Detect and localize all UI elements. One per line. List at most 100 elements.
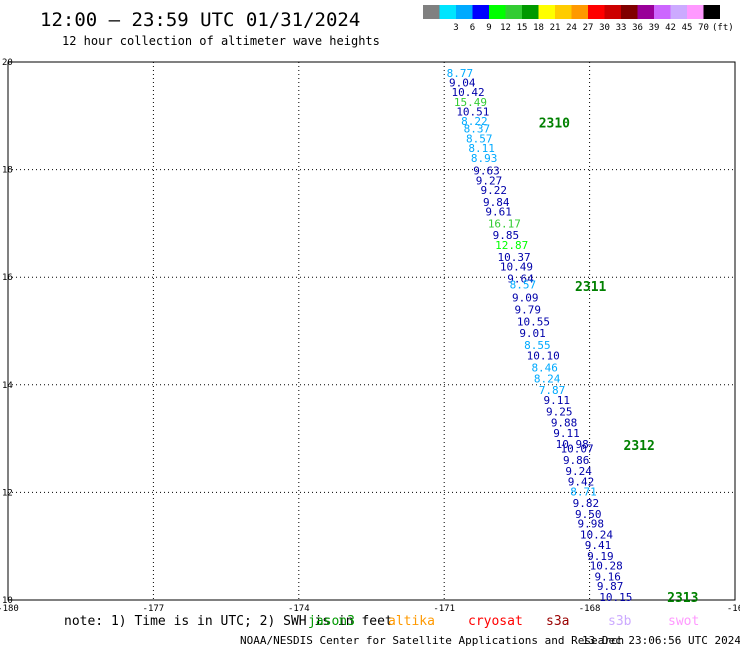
legend-swatch <box>555 5 572 19</box>
legend-label: 36 <box>632 23 643 33</box>
wave-height-label: 9.84 <box>483 196 510 209</box>
legend-swatch <box>703 5 720 19</box>
wave-height-label: 9.11 <box>544 394 571 407</box>
wave-height-label: 8.71 <box>570 485 597 498</box>
legend-swatch <box>522 5 539 19</box>
mission-swot: swot <box>668 614 699 629</box>
legend-swatch <box>505 5 522 19</box>
legend-swatch <box>654 5 671 19</box>
wave-height-label: 8.37 <box>464 123 491 136</box>
y-tick-label: 18 <box>2 166 13 176</box>
wave-height-label: 9.09 <box>512 292 539 305</box>
wave-height-points: 8.779.0410.4215.4910.518.228.378.578.118… <box>447 67 633 604</box>
y-tick-label: 20 <box>2 58 13 68</box>
x-tick-label: -16 <box>727 604 740 614</box>
plot-area: 10 12 14 16 18 20 -180 -177 -174 -171 -168 -16 8.7… <box>0 58 740 614</box>
legend-swatch <box>604 5 621 19</box>
units-note: note: 1) Time is in UTC; 2) SWH is in fe… <box>64 614 393 629</box>
legend-label: 3 <box>453 23 458 33</box>
mission-legend: jason3 altika cryosat s3a s3b swot <box>308 614 699 629</box>
wave-height-label: 9.27 <box>476 174 503 187</box>
legend-label: 24 <box>566 23 577 33</box>
wave-height-label: 8.57 <box>510 279 537 292</box>
color-legend: 3 6 9 12 15 18 21 24 27 30 33 36 39 42 45 70 <box>423 5 720 33</box>
legend-label: 9 <box>486 23 491 33</box>
mission-s3a: s3a <box>546 614 569 629</box>
legend-label: 39 <box>649 23 660 33</box>
x-tick-label: -171 <box>433 604 455 614</box>
wave-height-label: 9.86 <box>563 454 590 467</box>
legend-label: 27 <box>583 23 594 33</box>
wave-height-label: 9.79 <box>514 303 541 316</box>
legend-swatch <box>489 5 506 19</box>
wave-height-label: 8.55 <box>524 339 551 352</box>
wave-height-label: 9.24 <box>565 465 592 478</box>
pass-labels: 2310 2311 2312 2313 <box>539 116 699 606</box>
legend-label: 42 <box>665 23 676 33</box>
wave-height-label: 10.24 <box>580 528 613 541</box>
wave-height-label: 9.61 <box>485 206 512 219</box>
mission-cryosat: cryosat <box>468 614 523 629</box>
wave-height-label: 9.42 <box>568 476 595 489</box>
wave-height-label: 10.28 <box>590 560 623 573</box>
wave-height-label: 8.11 <box>468 142 495 155</box>
wave-height-label: 10.10 <box>527 350 560 363</box>
legend-label: 12 <box>500 23 511 33</box>
legend-swatch <box>423 5 440 19</box>
wave-height-label: 9.11 <box>553 427 580 440</box>
legend-label: 18 <box>533 23 544 33</box>
legend-label: 33 <box>616 23 627 33</box>
legend-label: 45 <box>682 23 693 33</box>
mission-jason3: jason3 <box>308 614 355 629</box>
mission-altika: altika <box>388 614 435 629</box>
wave-height-label: 12.87 <box>495 239 528 252</box>
wave-height-label: 10.37 <box>498 251 531 264</box>
wave-height-label: 10.51 <box>456 105 489 118</box>
y-tick-label: 10 <box>2 596 13 606</box>
legend-label: 21 <box>550 23 561 33</box>
wave-height-label: 10.49 <box>500 260 533 273</box>
wave-height-label: 9.98 <box>577 518 604 531</box>
wave-height-label: 9.64 <box>507 272 534 285</box>
wave-height-label: 9.87 <box>597 580 624 593</box>
legend-swatch <box>538 5 555 19</box>
wave-height-label: 9.50 <box>575 508 602 521</box>
wave-height-label: 9.82 <box>573 497 600 510</box>
footer-timestamp: 13 Dec 23:06:56 UTC 2024 <box>582 634 740 647</box>
wave-height-label: 10.98 <box>556 438 589 451</box>
wave-height-label: 8.77 <box>447 67 474 80</box>
wave-height-label: 9.85 <box>493 229 519 242</box>
legend-swatch <box>687 5 704 19</box>
chart-title: 12:00 – 23:59 UTC 01/31/2024 <box>40 9 360 31</box>
wave-height-label: 9.25 <box>546 406 573 419</box>
wave-height-label: 8.22 <box>461 115 488 128</box>
wave-height-label: 10.15 <box>599 591 632 604</box>
wave-height-label: 16.17 <box>488 217 521 230</box>
footer-credit: NOAA/NESDIS Center for Satellite Applica… <box>240 634 624 647</box>
y-tick-label: 12 <box>2 488 13 498</box>
legend-swatch <box>456 5 473 19</box>
legend-swatch <box>571 5 588 19</box>
legend-swatch <box>472 5 489 19</box>
y-axis-ticks: 10 12 14 16 18 20 <box>2 58 13 606</box>
wave-height-label: 9.63 <box>473 165 500 178</box>
wave-height-label: 8.24 <box>534 372 561 385</box>
wave-height-label: 8.57 <box>466 132 493 145</box>
x-axis-ticks: -180 -177 -174 -171 -168 -16 <box>0 604 740 614</box>
legend-label: 30 <box>599 23 610 33</box>
legend-swatch <box>588 5 605 19</box>
wave-height-label: 9.04 <box>449 76 476 89</box>
x-tick-label: -177 <box>143 604 165 614</box>
x-tick-label: -174 <box>288 604 310 614</box>
legend-label: 6 <box>470 23 475 33</box>
pass-number-label: 2313 <box>667 591 698 606</box>
legend-swatch <box>670 5 687 19</box>
pass-number-label: 2310 <box>539 116 570 131</box>
x-tick-label: -168 <box>579 604 601 614</box>
wave-height-label: 9.88 <box>551 416 578 429</box>
wave-height-label: 9.01 <box>519 327 546 340</box>
grid <box>8 62 735 600</box>
wave-height-label: 10.42 <box>451 86 484 99</box>
wave-height-label: 9.22 <box>481 184 508 197</box>
